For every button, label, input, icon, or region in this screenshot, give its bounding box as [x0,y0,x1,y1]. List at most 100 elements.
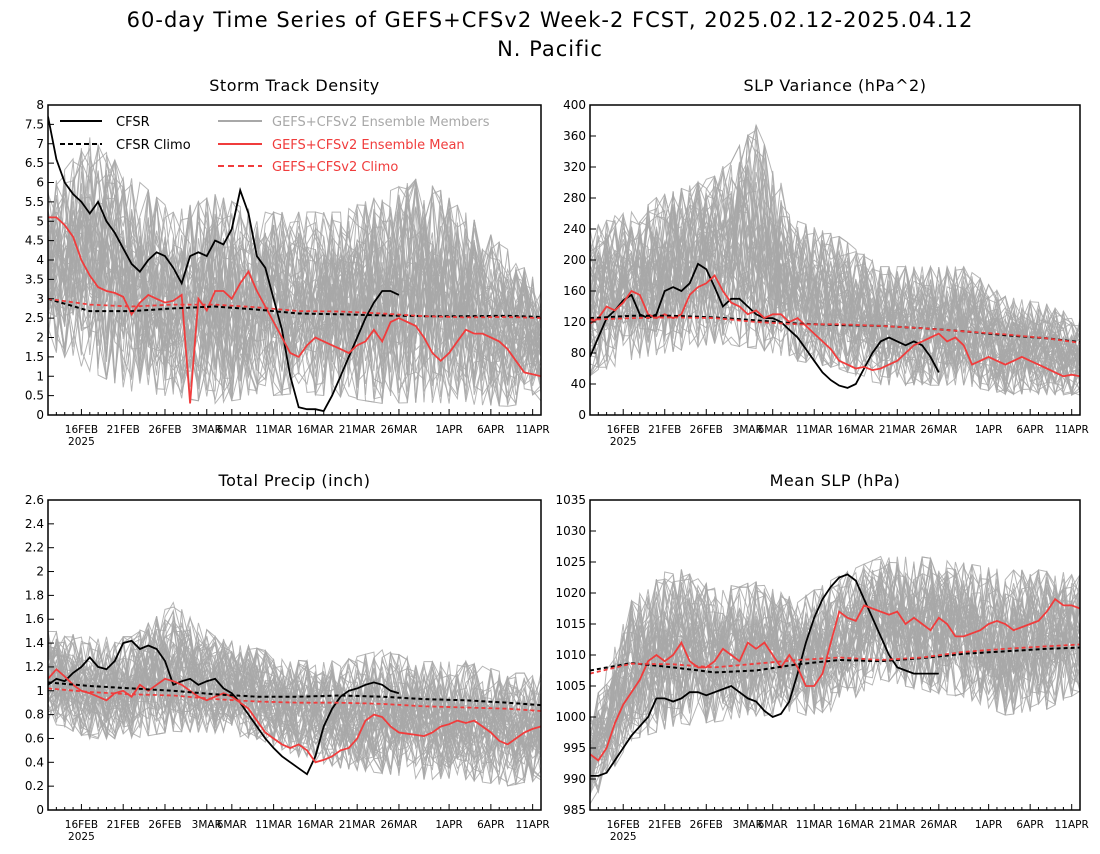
x-tick-label: 11MAR [255,424,292,436]
y-tick-label: 4 [36,253,44,267]
ensemble-member-line [590,176,1080,395]
series-ensemble-mean [590,597,1080,762]
ensemble-members [48,601,541,787]
ensemble-member-line [48,622,541,777]
ensemble-member-line [48,176,541,386]
ensemble-member-line [590,182,1080,387]
y-tick-label: 5.5 [25,195,44,209]
panel-3: Total Precip (inch) 0 0.2 0.4 0.6 0.8 1 1.2 1.4 1… [25,471,550,843]
series-cfsr [48,639,400,776]
x-tick-label: 6APR [1016,819,1044,831]
legend-label-cfsr-climo: CFSR Climo [116,138,191,153]
x-tick-label: 11MAR [796,424,833,436]
y-tick-label: 280 [563,191,586,205]
x-tick-label: 11APR [516,424,550,436]
y-tick-label: 120 [563,315,586,329]
ensemble-member-line [590,556,1080,752]
panel-title: Storm Track Density [209,76,379,95]
x-tick-label: 3MAR [192,819,222,831]
x-tick-label: 16MAR [837,424,874,436]
panel-2: SLP Variance (hPa^2) 0 40 80 120 160 200 240 280… [563,76,1089,448]
y-tick-label: 2 [36,565,44,579]
y-tick-label: 2 [36,331,44,345]
ensemble-member-line [48,145,541,406]
y-tick-label: 1.8 [25,588,44,602]
x-tick-label: 11APR [1055,819,1089,831]
ensemble-member-line [48,608,541,757]
x-tick-label: 16FEB [607,819,640,831]
y-tick-label: 7.5 [25,117,44,131]
x-tick-label: 6MAR [758,819,788,831]
ensemble-member-line [590,568,1080,755]
plot-area [590,555,1080,805]
ensemble-member-line [48,167,541,394]
x-tick-label: 21FEB [107,424,140,436]
y-tick-label: 1000 [555,710,586,724]
ensemble-member-line [48,159,541,392]
x-tick-label: 26FEB [690,819,723,831]
x-tick-label: 11APR [516,819,550,831]
y-tick-label: 5 [36,214,44,228]
y-tick-label: 4.5 [25,234,44,248]
ensemble-member-line [590,558,1080,743]
x-tick-label: 16MAR [837,819,874,831]
x-tick-label: 21FEB [107,819,140,831]
y-tick-label: 0 [36,803,44,817]
y-tick-label: 6 [36,176,44,190]
ensemble-member-line [590,171,1080,393]
y-tick-label: 985 [563,803,586,817]
y-tick-label: 1 [36,369,44,383]
ensemble-member-line [48,624,541,774]
x-year-label: 2025 [610,831,637,843]
ensemble-member-line [48,180,541,401]
x-tick-label: 21MAR [879,424,916,436]
y-tick-label: 3 [36,292,44,306]
panel-4: Mean SLP (hPa) 985 990 995 1000 1005 1010 1015 1… [555,471,1088,843]
x-tick-label: 1APR [435,819,463,831]
x-tick-label: 26MAR [380,819,417,831]
figure-title: 60-day Time Series of GEFS+CFSv2 Week-2 … [127,8,974,32]
y-tick-label: 1015 [555,617,586,631]
ensemble-member-line [590,560,1080,767]
y-tick-label: 80 [571,346,586,360]
y-tick-label: 995 [563,741,586,755]
legend-label-climo: GEFS+CFSv2 Climo [272,160,398,175]
y-tick-label: 1005 [555,679,586,693]
x-tick-label: 26FEB [148,819,181,831]
y-tick-label: 0.6 [25,731,44,745]
series-gefs-climo [48,297,541,319]
x-tick-label: 16MAR [297,424,334,436]
x-tick-label: 26MAR [380,424,417,436]
y-tick-label: 40 [571,377,586,391]
ensemble-members [48,137,541,407]
y-tick-label: 320 [563,160,586,174]
ensemble-member-line [590,570,1080,730]
ensemble-member-line [590,202,1080,389]
ensemble-member-line [590,162,1080,394]
ensemble-member-line [48,628,541,781]
x-tick-label: 21MAR [339,424,376,436]
y-tick-label: 2.5 [25,311,44,325]
ensemble-member-line [590,570,1080,768]
panel-1: Storm Track Density 0 0.5 1 1.5 2 2.5 3 3.5 4 4.5 5… [25,76,550,448]
ensemble-member-line [48,149,541,401]
x-tick-label: 26MAR [920,819,957,831]
y-tick-label: 240 [563,222,586,236]
y-tick-label: 1010 [555,648,586,662]
y-tick-label: 1020 [555,586,586,600]
ensemble-member-line [590,561,1080,796]
y-tick-label: 0.4 [25,755,44,769]
ensemble-member-line [48,632,541,785]
y-tick-label: 1 [36,684,44,698]
legend-label-mean: GEFS+CFSv2 Ensemble Mean [272,138,465,153]
ensemble-member-line [48,619,541,784]
x-tick-label: 21FEB [648,819,681,831]
x-tick-label: 16FEB [607,424,640,436]
y-tick-label: 6.5 [25,156,44,170]
x-tick-label: 26FEB [690,424,723,436]
x-tick-label: 1APR [975,424,1003,436]
x-tick-label: 3MAR [192,424,222,436]
x-tick-label: 26MAR [920,424,957,436]
y-tick-label: 0.5 [25,389,44,403]
